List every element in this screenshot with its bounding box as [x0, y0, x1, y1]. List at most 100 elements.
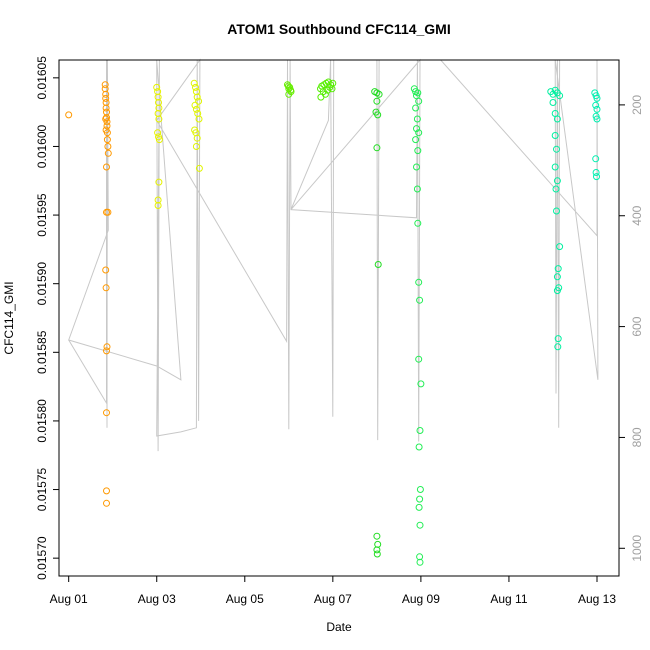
y-tick-label: 0.01600	[35, 124, 49, 168]
series-8	[547, 86, 564, 351]
data-point	[412, 136, 420, 144]
data-point	[317, 93, 325, 101]
data-point	[103, 487, 110, 495]
series-3	[190, 79, 203, 172]
data-point	[592, 155, 600, 163]
data-point	[102, 126, 110, 134]
data-point	[549, 90, 557, 98]
data-point	[415, 129, 423, 137]
data-point	[414, 219, 422, 227]
y-tick-label: 0.01580	[35, 399, 49, 443]
series-1	[65, 81, 112, 507]
data-point	[192, 83, 199, 91]
data-point	[549, 99, 557, 106]
data-point	[415, 97, 423, 105]
y2-tick-label: 600	[630, 316, 644, 336]
data-point	[103, 347, 110, 355]
data-point	[104, 149, 112, 157]
data-point	[195, 115, 203, 123]
y2-tick-label: 800	[630, 427, 644, 447]
data-point	[413, 163, 420, 171]
x-axis: Aug 01 Aug 03 Aug 05 Aug 07 Aug 09 Aug 11 Aug …	[50, 575, 616, 606]
data-point	[417, 380, 425, 388]
data-point	[416, 486, 424, 493]
x-tick-label: Aug 09	[402, 592, 440, 606]
data-point	[102, 266, 110, 274]
series-4	[284, 81, 295, 98]
x-tick-label: Aug 11	[490, 592, 527, 606]
data-point	[412, 104, 420, 112]
data-point	[553, 145, 560, 153]
x-tick-label: Aug 01	[50, 592, 88, 606]
data-point	[553, 115, 561, 123]
data-point	[373, 546, 381, 554]
plot-frame	[58, 59, 620, 577]
y-tick-label: 0.01590	[35, 262, 49, 306]
data-point	[552, 185, 560, 193]
series-6	[371, 88, 383, 558]
data-point	[374, 111, 382, 119]
data-point	[374, 261, 382, 268]
data-point	[193, 93, 201, 101]
data-point	[554, 335, 562, 343]
y-tick-label: 0.01595	[35, 193, 49, 237]
y2-tick-label: 200	[630, 95, 644, 115]
data-point	[103, 163, 110, 171]
data-point	[103, 343, 111, 351]
data-point	[328, 85, 336, 93]
data-point	[556, 243, 564, 251]
x-axis-label: Date	[326, 620, 352, 634]
data-point	[553, 177, 561, 185]
data-point	[551, 132, 559, 139]
data-point	[592, 101, 600, 109]
data-point	[413, 185, 421, 193]
data-point	[373, 97, 381, 105]
data-point	[416, 495, 424, 503]
data-point	[593, 173, 600, 181]
data-point	[373, 550, 381, 558]
chart-title: ATOM1 Southbound CFC114_GMI	[227, 21, 451, 37]
data-point	[65, 111, 73, 119]
data-point	[104, 208, 112, 216]
pressure-axis: 200 400 600 800 1000	[618, 95, 644, 562]
series-5	[317, 78, 337, 101]
data-point	[415, 503, 423, 511]
data-point	[413, 125, 420, 133]
data-point	[416, 558, 424, 566]
data-point	[553, 273, 561, 281]
data-point	[104, 143, 112, 150]
data-point	[413, 115, 421, 123]
y-axis: 0.01570 0.01575 0.01580 0.01585 0.01590 0.015…	[35, 56, 60, 580]
data-point	[195, 164, 203, 172]
data-point	[284, 82, 292, 90]
data-point	[285, 90, 293, 98]
x-tick-label: Aug 07	[314, 592, 352, 606]
data-point	[154, 93, 162, 101]
data-point	[556, 92, 564, 100]
data-point	[193, 134, 201, 142]
y-tick-label: 0.01585	[35, 330, 49, 374]
profile-line	[68, 58, 599, 452]
data-point	[153, 83, 161, 91]
data-point	[154, 129, 162, 137]
data-point	[155, 115, 163, 123]
y2-tick-label: 400	[630, 205, 644, 225]
data-point	[414, 147, 422, 155]
data-point	[553, 287, 561, 295]
data-point	[416, 521, 424, 529]
data-point	[103, 122, 111, 130]
data-point	[102, 115, 110, 123]
series-7	[410, 85, 425, 566]
data-point	[593, 105, 601, 113]
data-point	[101, 81, 109, 89]
data-point	[414, 89, 422, 97]
data-point	[415, 278, 423, 286]
data-point	[593, 94, 601, 102]
data-point	[102, 284, 110, 292]
data-point	[554, 343, 562, 351]
y-tick-label: 0.01575	[35, 467, 49, 511]
y-axis-label: CFC114_GMI	[2, 281, 16, 354]
data-point	[551, 163, 559, 171]
series-2	[153, 83, 163, 209]
